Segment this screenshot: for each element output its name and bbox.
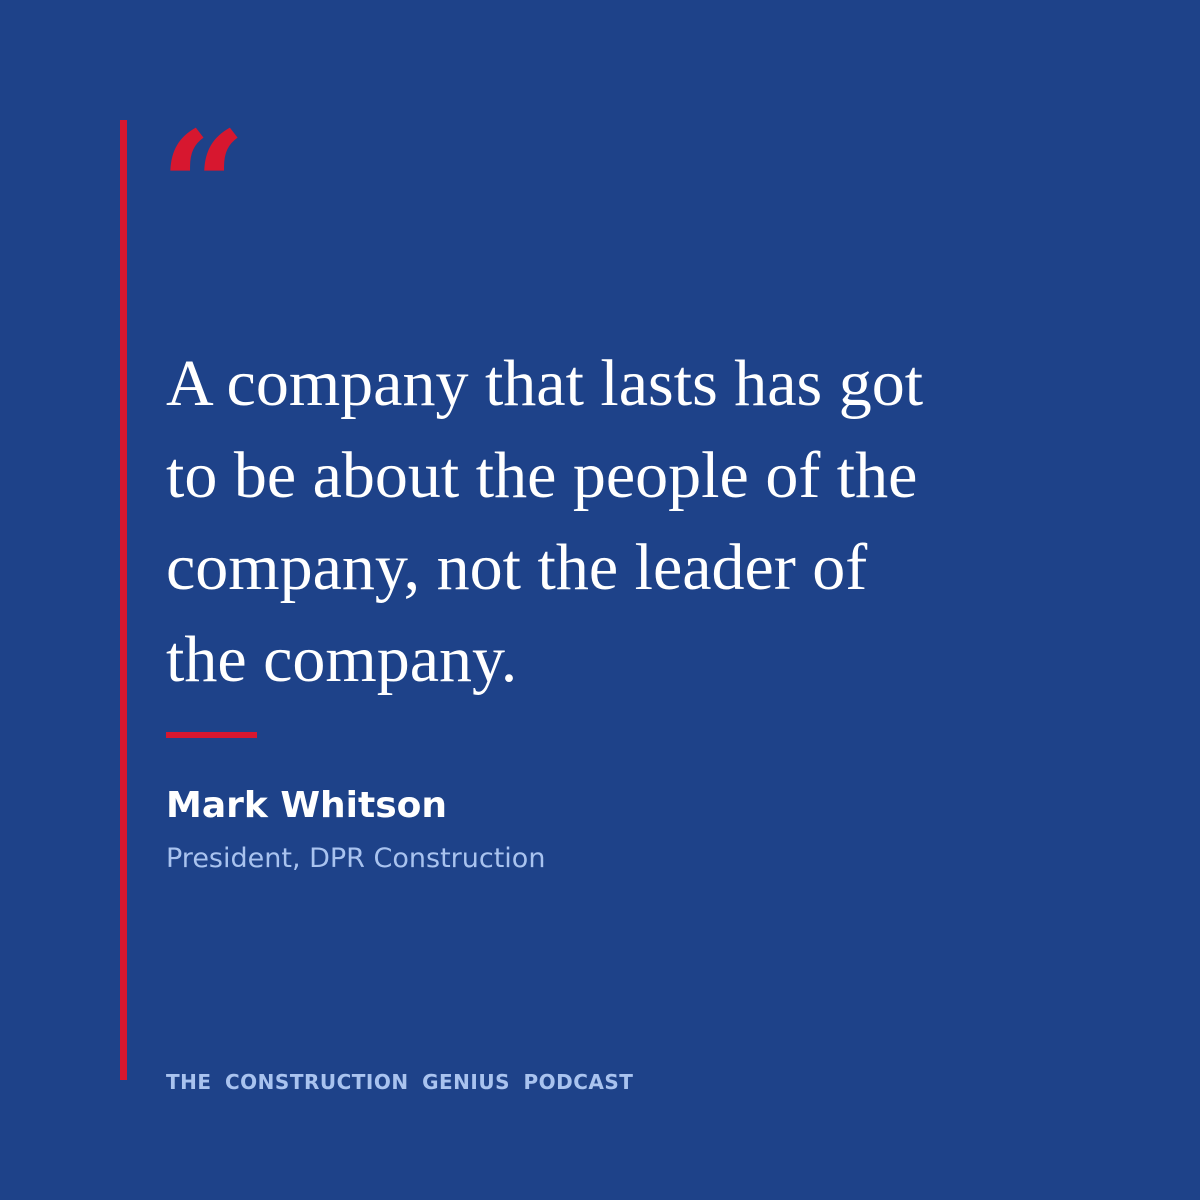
quote-mark: “	[160, 99, 247, 275]
author-name: Mark Whitson	[166, 785, 448, 826]
footer: THE CONSTRUCTION GENIUS PODCAST	[166, 1070, 634, 1094]
quote-line: to be about the people of the	[166, 439, 918, 512]
quote: A company that lasts has got to be about …	[166, 338, 923, 706]
quote-line: A company that lasts has got	[166, 347, 924, 420]
accent-bar	[120, 120, 127, 1080]
divider	[166, 732, 257, 738]
quote-line: company, not the leader of	[166, 531, 868, 604]
quote-line: the company.	[166, 623, 518, 696]
author-role: President, DPR Construction	[166, 843, 546, 874]
